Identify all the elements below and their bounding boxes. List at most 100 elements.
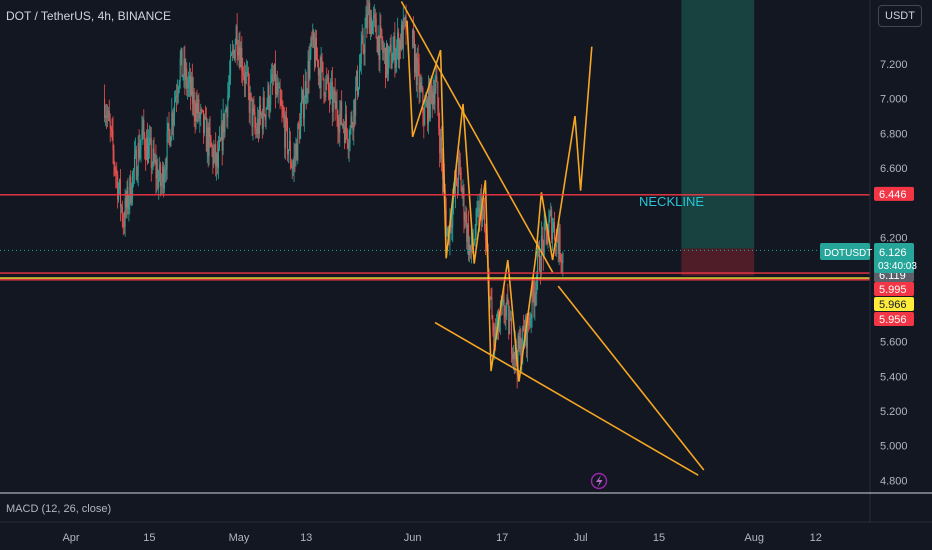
candle-body [371, 22, 373, 34]
candle-body [302, 89, 304, 119]
x-tick-label: Apr [62, 532, 79, 544]
candle-body [170, 137, 172, 147]
candle-body [504, 315, 506, 317]
candle-body [146, 137, 148, 160]
candle-body [518, 335, 520, 349]
candle-body [512, 351, 514, 360]
candle-body [520, 337, 522, 365]
candle-body [301, 89, 303, 101]
neckline-annotation[interactable]: NECKLINE [639, 194, 704, 209]
candle-body [395, 57, 397, 68]
candle-body [217, 148, 219, 168]
candle-body [370, 17, 372, 35]
candle-body [107, 110, 109, 116]
candle-body [248, 86, 250, 113]
price-badge-value: 5.966 [879, 299, 907, 311]
last-price-value: 6.126 [879, 247, 907, 259]
pattern-drawings[interactable] [400, 1, 705, 476]
x-tick-label: 12 [810, 532, 822, 544]
candle-body [121, 206, 123, 222]
candle-body [447, 226, 449, 235]
candle-body [276, 82, 278, 95]
candle-body [403, 18, 405, 21]
symbol-label: DOTUSDT [824, 248, 872, 259]
candle-body [485, 240, 487, 249]
candle-body [385, 43, 387, 78]
last-price-badge [874, 243, 914, 273]
candle-body [333, 90, 335, 96]
candle-body [489, 296, 491, 308]
candle-body [466, 213, 468, 242]
candle-body [255, 128, 257, 131]
candle-body [459, 159, 461, 173]
candle-body [128, 201, 130, 209]
candle-body [282, 109, 284, 115]
candle-body [441, 158, 443, 180]
price-axis-ticks: 7.200 7.000 6.800 6.600 6.200 5.600 5.400 5.200… [880, 59, 908, 487]
candle-body [294, 156, 296, 158]
candle-body [386, 43, 388, 75]
candle-body [167, 123, 169, 131]
stop-zone [681, 248, 755, 276]
macd-indicator-label[interactable]: MACD (12, 26, close) [6, 503, 112, 515]
candle-body [455, 174, 457, 194]
candle-body [309, 54, 311, 79]
position-tool[interactable] [681, 0, 755, 276]
candle-body [483, 206, 485, 211]
candle-body [228, 86, 230, 95]
candle-body [369, 2, 371, 35]
candle-body [385, 48, 387, 78]
candle-body [393, 36, 395, 51]
candle-body [238, 46, 240, 56]
candle-body [363, 50, 365, 54]
candle-body [174, 101, 176, 115]
candle-body [480, 197, 482, 204]
candle-body [519, 337, 521, 349]
candle-body [166, 130, 168, 169]
candle-body [182, 75, 184, 77]
candle-body [451, 227, 453, 229]
candle-body [213, 152, 215, 165]
flash-icon[interactable] [590, 472, 608, 490]
candle-body [492, 319, 494, 332]
candle-body [315, 37, 317, 67]
candle-body [507, 297, 509, 302]
candle-body [253, 108, 255, 112]
y-tick-label: 5.000 [880, 441, 908, 453]
candle-body [143, 119, 145, 136]
candle-body [352, 125, 354, 131]
candle-body [432, 92, 434, 105]
candle-body [450, 219, 452, 228]
trendline [400, 1, 554, 273]
candle-body [251, 97, 253, 127]
candle-body [421, 88, 423, 90]
candle-body [265, 108, 267, 120]
candle-body [270, 81, 272, 105]
candle-body [216, 153, 218, 167]
candle-body [298, 124, 300, 126]
candle-body [501, 301, 503, 308]
candle-body [155, 159, 157, 179]
candle-body [372, 15, 374, 23]
candle-body [359, 63, 361, 70]
candle-body [473, 242, 475, 245]
candle-body [111, 129, 113, 131]
candle-body [296, 143, 298, 161]
candle-body [233, 50, 235, 60]
candle-body [318, 69, 320, 76]
candle-body [273, 80, 275, 82]
candle-body [311, 38, 313, 40]
candle-body [452, 203, 454, 228]
x-tick-label: Jul [574, 532, 588, 544]
candle-body [550, 209, 552, 214]
x-tick-label: 17 [496, 532, 508, 544]
candle-body [133, 170, 135, 173]
candle-body [445, 208, 447, 237]
horizontal-levels[interactable] [0, 194, 870, 281]
price-badge-value: 5.995 [879, 284, 907, 296]
candle-body [355, 86, 357, 116]
candle-body [269, 104, 271, 111]
currency-button[interactable]: USDT [878, 5, 922, 27]
